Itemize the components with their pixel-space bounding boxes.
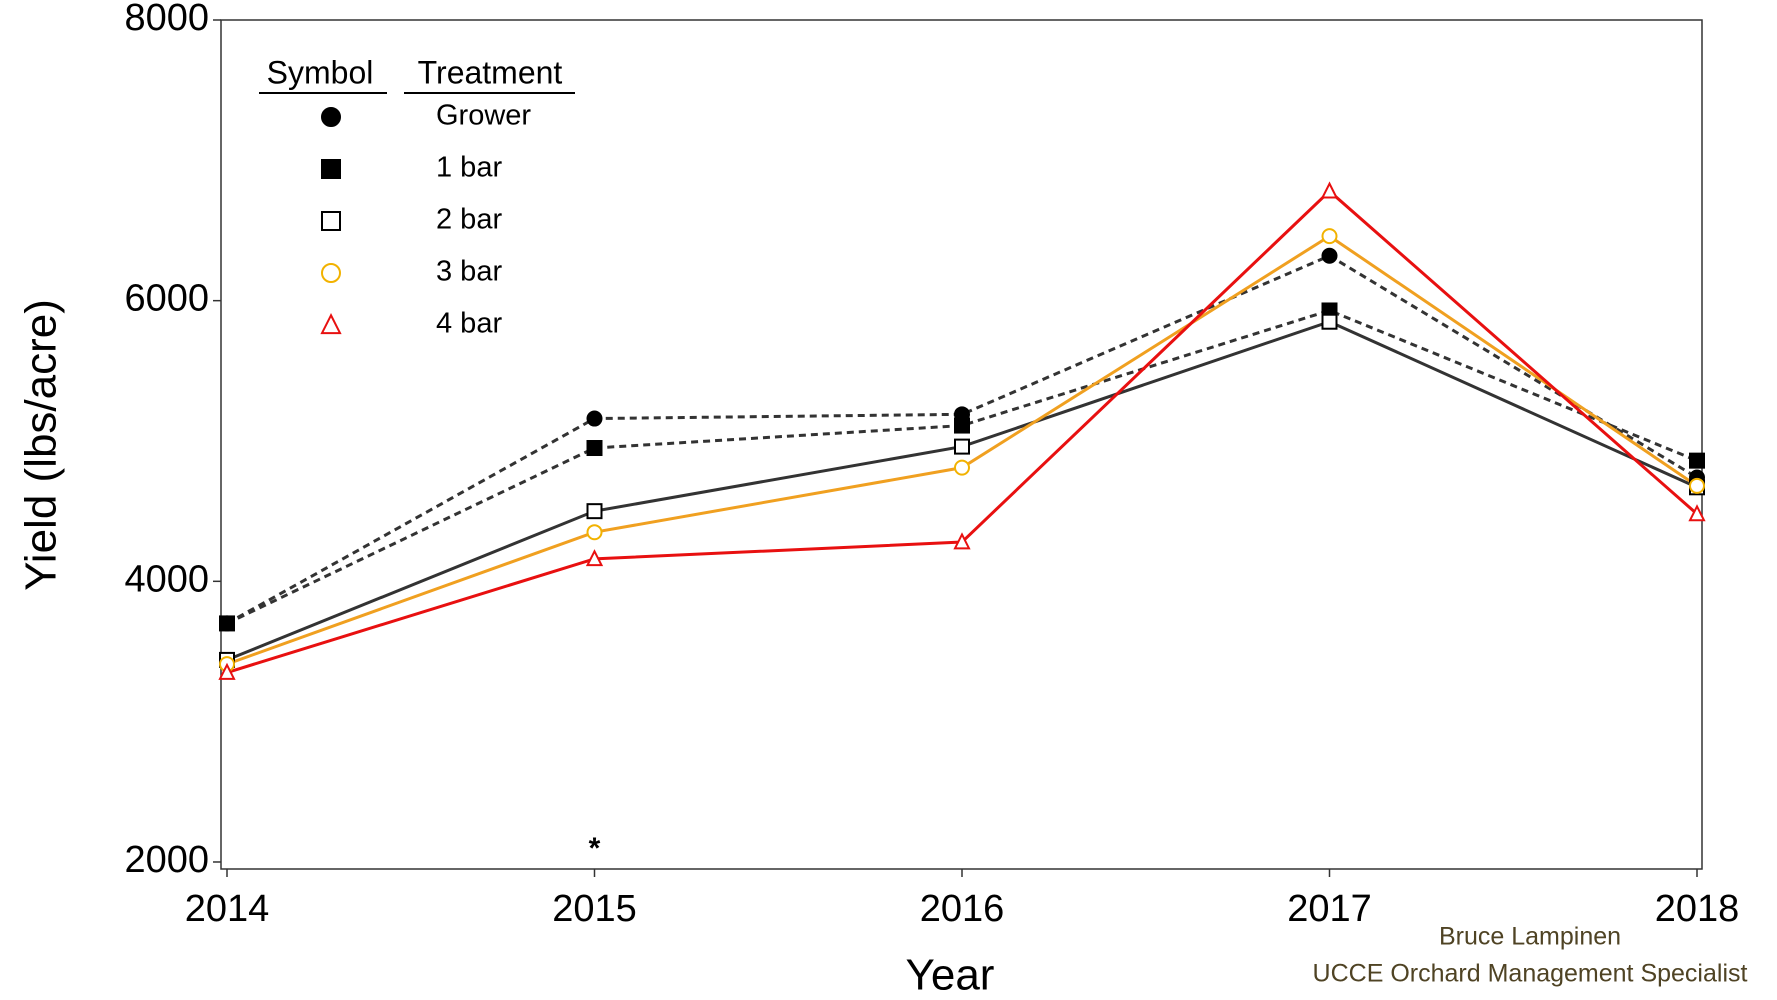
credit: Bruce Lampinen <box>1439 923 1621 951</box>
x-tick-label: 2018 <box>1655 888 1740 930</box>
legend-label: 1 bar <box>436 152 502 184</box>
marker <box>218 662 236 680</box>
legend-label: Grower <box>436 100 531 132</box>
marker <box>954 459 970 476</box>
marker <box>1321 228 1338 245</box>
marker <box>1321 313 1338 330</box>
marker <box>1688 504 1706 522</box>
marker <box>1320 181 1339 199</box>
marker <box>586 524 603 541</box>
marker <box>321 211 341 231</box>
series-line <box>226 254 1698 625</box>
marker <box>1689 477 1705 494</box>
marker <box>321 107 341 127</box>
legend-label: 2 bar <box>436 204 502 236</box>
marker <box>953 532 971 550</box>
x-tick-label: 2017 <box>1287 888 1372 930</box>
y-tick-label: 6000 <box>124 278 209 320</box>
y-tick-label: 8000 <box>124 0 209 39</box>
y-tick-label: 4000 <box>124 558 209 600</box>
marker <box>585 549 604 567</box>
marker <box>954 438 970 455</box>
x-tick-label: 2016 <box>920 888 1005 930</box>
marker <box>1689 452 1705 469</box>
marker <box>219 615 235 632</box>
x-tick-label: 2015 <box>552 888 637 930</box>
marker <box>586 503 603 520</box>
y-tick-label: 2000 <box>124 839 209 881</box>
legend-label: 3 bar <box>436 256 502 288</box>
legend-label: 4 bar <box>436 308 502 340</box>
annotation: * <box>589 832 601 865</box>
marker <box>586 440 603 457</box>
marker <box>586 410 603 427</box>
marker <box>320 313 342 335</box>
legend-header: Treatment <box>418 54 563 90</box>
x-tick-label: 2014 <box>185 888 270 930</box>
y-axis-title: Yield (lbs/acre) <box>17 299 66 591</box>
x-axis-title: Year <box>906 951 995 1000</box>
legend-header: Symbol <box>267 54 374 90</box>
marker <box>321 159 341 179</box>
marker <box>321 263 341 283</box>
marker <box>954 417 970 434</box>
credit: UCCE Orchard Management Specialist <box>1313 960 1748 988</box>
marker <box>1321 247 1338 264</box>
